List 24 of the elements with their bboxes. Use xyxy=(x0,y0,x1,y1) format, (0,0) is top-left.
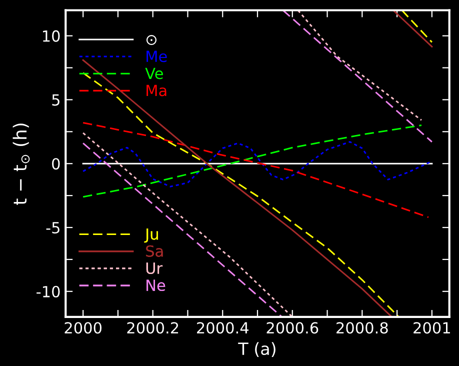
x-tick-label: 2000.2 xyxy=(127,322,178,334)
y-tick-label: -5 xyxy=(46,222,60,234)
legend-label: Ne xyxy=(146,280,166,292)
legend-label: Ur xyxy=(146,262,163,274)
y-tick-label: 10 xyxy=(43,30,60,42)
legend-label: ⊙ xyxy=(146,34,156,46)
x-tick-label: 2000.4 xyxy=(197,322,248,334)
x-tick-label: 2000.8 xyxy=(336,322,388,334)
legend-label: Ma xyxy=(146,84,166,96)
y-tick-label: 0 xyxy=(52,158,60,170)
line-series xyxy=(82,122,430,218)
line-series xyxy=(82,141,432,188)
legend-label: Ju xyxy=(144,228,158,243)
x-tick-label: 2001 xyxy=(414,322,450,334)
x-tick-label: 2000 xyxy=(64,322,102,334)
legend-label: Ve xyxy=(145,68,163,80)
line-series xyxy=(82,124,422,198)
y-tick-label: -10 xyxy=(36,286,60,298)
x-tick-label: 2000.6 xyxy=(266,322,318,334)
y-axis-title: t − t$_{⊙}$ (h) xyxy=(12,124,30,205)
legend-label: Sa xyxy=(146,245,163,257)
x-axis-title: T (a) xyxy=(238,342,276,358)
legend-label: Me xyxy=(146,50,167,62)
y-tick-label: 5 xyxy=(52,94,60,106)
